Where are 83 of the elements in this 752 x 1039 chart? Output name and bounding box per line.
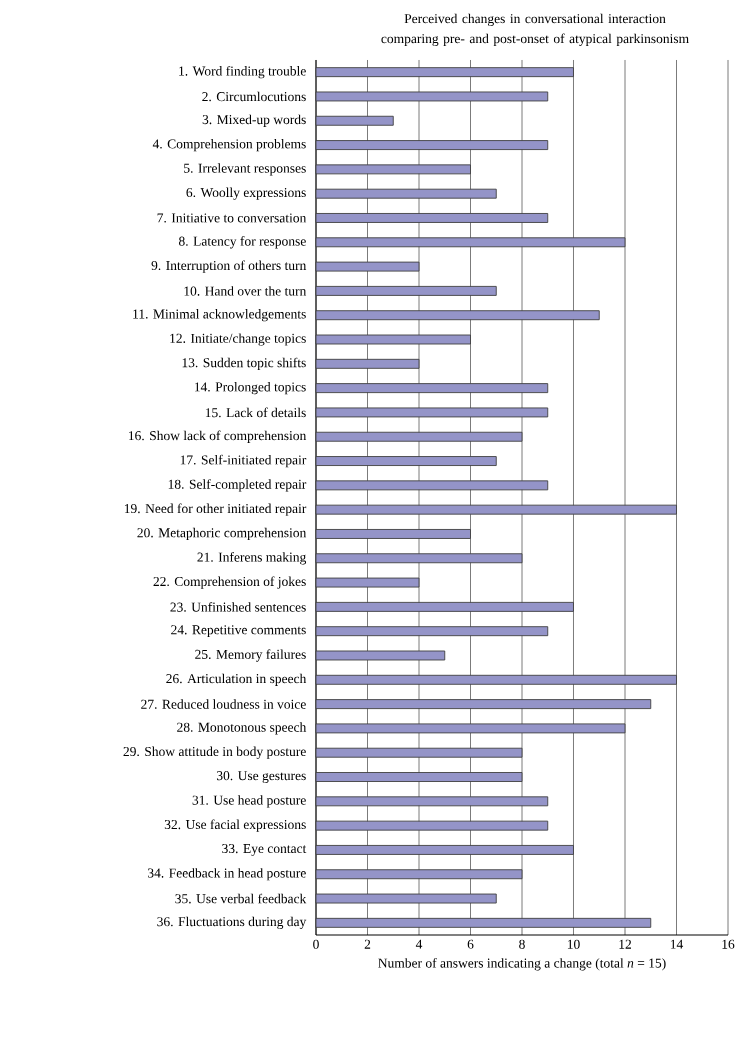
y-tick-label: 23. Unfinished sentences — [170, 602, 306, 612]
bar — [315, 237, 626, 248]
bar — [315, 869, 523, 880]
bar — [315, 383, 549, 394]
y-tick-label: 9. Interruption of others turn — [151, 260, 307, 273]
y-tick-label: 12. Initiate/change topics — [170, 333, 306, 346]
y-tick-label: 19. Need for other initiated repair — [124, 503, 307, 516]
y-tick-label: 35. Use verbal feedback — [175, 893, 307, 904]
y-tick-label: 6. Woolly expressions — [186, 187, 306, 200]
bar — [315, 431, 523, 442]
x-tick-label: 0 — [313, 939, 319, 949]
bar — [315, 213, 549, 223]
x-tick-label: 2 — [364, 939, 371, 949]
x-tick-label: 12 — [619, 939, 631, 949]
bar — [315, 164, 471, 175]
bar — [315, 577, 420, 588]
bar — [315, 504, 677, 515]
bar — [315, 723, 626, 734]
y-tick-label: 22. Comprehension of jokes — [153, 576, 306, 589]
bar — [315, 358, 420, 369]
bar — [315, 529, 471, 539]
y-tick-label: 26. Articulation in speech — [166, 673, 307, 686]
bar — [315, 334, 471, 345]
y-tick-label: 2. Circumlocutions — [202, 91, 306, 102]
y-tick-label: 7. Initiative to conversation — [157, 213, 307, 223]
y-tick-label: 13. Sudden topic shifts — [182, 357, 306, 371]
y-tick-label: 14. Prolonged topics — [195, 381, 306, 395]
y-tick-label: 10. Hand over the turn — [184, 286, 307, 296]
y-tick-label: 36. Fluctuations during day — [157, 916, 307, 929]
y-tick-label: 30. Use gestures — [216, 771, 306, 783]
bar — [315, 772, 523, 782]
y-tick-label: 29. Show attitude in body posture — [123, 746, 306, 759]
bar — [315, 674, 677, 685]
y-tick-label: 5. Irrelevant responses — [184, 163, 306, 176]
bar — [315, 917, 652, 928]
bar — [315, 140, 549, 151]
bar — [315, 650, 446, 661]
x-tick-label: 10 — [567, 939, 580, 949]
bar — [315, 747, 523, 758]
bar — [315, 820, 549, 831]
y-tick-label: 25. Memory failures — [195, 649, 306, 662]
x-tick-label: 16 — [722, 939, 735, 949]
y-tick-label: 3. Mixed-up words — [202, 114, 306, 127]
y-tick-label: 34. Feedback in head posture — [147, 868, 306, 881]
chart-title: Perceived changes in conversational interaction comparing pre- and post-onset of atypical parkinsonism — [381, 13, 689, 46]
x-tick-label: 14 — [670, 939, 684, 949]
bar — [315, 893, 497, 904]
bar — [315, 115, 394, 126]
bar — [315, 796, 549, 807]
bar — [315, 407, 549, 418]
y-tick-label: 24. Repetitive comments — [171, 625, 306, 638]
y-tick-label: 27. Reduced loudness in voice — [141, 699, 306, 709]
y-tick-label: 17. Self-initiated repair — [180, 454, 307, 468]
y-tick-label: 28. Monotonous speech — [177, 722, 307, 735]
x-axis-title: Number of answers indicating a change (total n = 15) — [378, 958, 666, 971]
y-tick-label: 16. Show lack of comprehension — [129, 430, 307, 443]
y-tick-label: 31. Use head posture — [192, 795, 306, 808]
y-tick-label: 4. Comprehension problems — [152, 138, 306, 152]
y-tick-label: 11. Minimal acknowledgements — [133, 309, 306, 322]
bar — [315, 91, 549, 102]
y-tick-label: 32. Use facial expressions — [164, 819, 306, 832]
y-tick-label: 33. Eye contact — [222, 844, 307, 856]
bar — [315, 310, 600, 321]
y-tick-label: 15. Lack of details — [205, 407, 306, 418]
y-tick-label: 18. Self-completed repair — [168, 479, 307, 492]
bar — [315, 456, 497, 466]
bar — [315, 553, 523, 564]
x-tick-label: 4 — [415, 939, 423, 949]
y-tick-label: 20. Metaphoric comprehension — [137, 527, 307, 541]
x-tick-label: 8 — [519, 939, 525, 949]
bar — [315, 67, 574, 78]
y-tick-label: 21. Inferens making — [197, 552, 307, 565]
bar — [315, 285, 497, 296]
bar — [315, 844, 574, 855]
bar — [315, 480, 549, 491]
y-tick-label: 1. Word finding trouble — [179, 65, 306, 79]
bar — [315, 626, 549, 637]
bar — [315, 188, 497, 199]
bar — [315, 261, 420, 272]
bar — [315, 699, 652, 710]
bar — [315, 601, 574, 612]
x-tick-label: 6 — [467, 939, 474, 949]
y-tick-label: 8. Latency for response — [178, 236, 306, 249]
